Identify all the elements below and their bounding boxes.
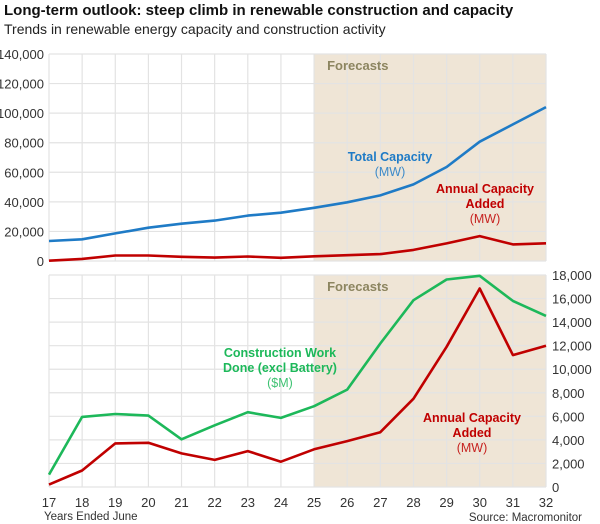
x-tick-label: 26: [340, 495, 354, 510]
series-label-construction: Done (excl Battery): [223, 361, 337, 375]
series-unit-added: (MW): [470, 212, 501, 226]
series-label-total: Total Capacity: [348, 150, 433, 164]
y-tick-label: 140,000: [0, 47, 44, 62]
y-tick-label: 80,000: [4, 136, 44, 151]
y-tick-label: 14,000: [552, 315, 592, 330]
source-note: Source: Macromonitor: [469, 512, 582, 524]
x-tick-label: 27: [373, 495, 387, 510]
y-tick-label: 20,000: [4, 224, 44, 239]
series-line-added: [48, 234, 547, 262]
y-tick-label: 12,000: [552, 339, 592, 354]
forecast-label: Forecasts: [327, 58, 388, 73]
x-tick-label: 30: [472, 495, 486, 510]
series-line-construction: [47, 274, 547, 476]
y-tick-label: 4,000: [552, 433, 585, 448]
y-tick-label: 100,000: [0, 106, 44, 121]
y-tick-label: 8,000: [552, 386, 585, 401]
x-tick-label: 31: [506, 495, 520, 510]
y-tick-label: 6,000: [552, 409, 585, 424]
x-tick-label: 32: [539, 495, 553, 510]
y-tick-label: 18,000: [552, 268, 592, 283]
forecast-label: Forecasts: [327, 279, 388, 294]
y-tick-label: 2,000: [552, 456, 585, 471]
series-unit-total: (MW): [375, 165, 406, 179]
x-tick-label: 28: [406, 495, 420, 510]
series-label-added: Added: [453, 426, 492, 440]
series-label-construction: Construction Work: [224, 346, 336, 360]
forecast-region: [314, 54, 546, 261]
y-tick-label: 0: [552, 480, 559, 495]
y-tick-label: 0: [37, 254, 44, 269]
chart-title: Long-term outlook: steep climb in renewa…: [4, 2, 514, 19]
x-tick-label: 20: [141, 495, 155, 510]
x-tick-label: 22: [207, 495, 221, 510]
x-tick-label: 23: [241, 495, 255, 510]
x-tick-label: 24: [274, 495, 288, 510]
series-line-added: [48, 287, 547, 486]
y-tick-label: 10,000: [552, 362, 592, 377]
y-tick-label: 120,000: [0, 77, 44, 92]
x-tick-label: 29: [439, 495, 453, 510]
series-label-added: Annual Capacity: [423, 411, 521, 425]
x-tick-label: 17: [42, 495, 56, 510]
series-label-added: Added: [466, 197, 505, 211]
x-tick-label: 21: [174, 495, 188, 510]
forecast-region: [314, 275, 546, 487]
y-tick-label: 60,000: [4, 165, 44, 180]
x-tick-label: 18: [75, 495, 89, 510]
y-tick-label: 16,000: [552, 292, 592, 307]
series-label-added: Annual Capacity: [436, 182, 534, 196]
y-tick-label: 40,000: [4, 195, 44, 210]
series-unit-construction: ($M): [267, 376, 293, 390]
series-line-total: [48, 105, 547, 243]
x-axis-label: Years Ended June: [44, 511, 138, 523]
x-tick-label: 25: [307, 495, 321, 510]
chart-subtitle: Trends in renewable energy capacity and …: [4, 21, 386, 37]
x-tick-label: 19: [108, 495, 122, 510]
series-unit-added: (MW): [457, 441, 488, 455]
